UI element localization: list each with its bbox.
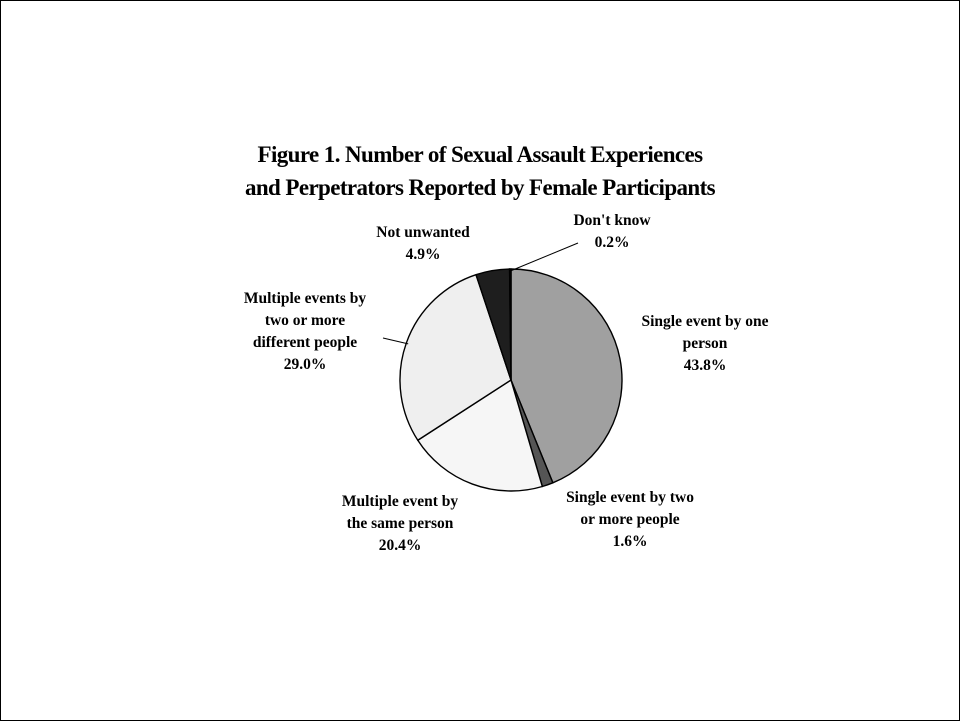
slice-label-text: the same person	[346, 515, 454, 532]
slice-label-text: Multiple events by	[243, 290, 367, 307]
slice-label-single-one-person: Single event by one person 43.8%	[600, 311, 810, 377]
slice-value-text: 29.0%	[283, 356, 327, 373]
slice-label-text: Single event by one	[641, 313, 769, 330]
slice-label-text: person	[682, 335, 728, 352]
slice-label-text: or more people	[580, 511, 680, 528]
slice-label-text: Don't know	[573, 212, 651, 229]
slice-value-text: 1.6%	[612, 533, 648, 550]
pie-slices	[399, 268, 623, 492]
slice-label-single-two-more: Single event by two or more people 1.6%	[525, 487, 735, 553]
slice-label-text: Single event by two	[566, 489, 694, 506]
slice-value-text: 43.8%	[683, 357, 727, 374]
chart-title: Figure 1. Number of Sexual Assault Exper…	[180, 138, 780, 204]
slice-label-multiple-different-people: Multiple events by two or more different…	[205, 288, 405, 376]
slice-label-text: Not unwanted	[376, 224, 470, 241]
slice-label-text: Multiple event by	[341, 493, 459, 510]
slice-value-text: 20.4%	[378, 537, 422, 554]
slice-label-not-unwanted: Not unwanted 4.9%	[338, 222, 508, 266]
slice-label-multiple-same-person: Multiple event by the same person 20.4%	[295, 491, 505, 557]
slice-value-text: 0.2%	[594, 234, 630, 251]
pie-slice-3	[417, 379, 544, 492]
leader-line	[382, 337, 409, 345]
leader-line	[510, 242, 579, 272]
slice-label-dont-know: Don't know 0.2%	[542, 210, 682, 254]
slice-value-text: 4.9%	[405, 246, 441, 263]
slice-label-text: two or more	[264, 312, 346, 329]
pie-slice-6	[508, 268, 512, 381]
chart-title-line-1: Figure 1. Number of Sexual Assault Exper…	[257, 142, 704, 167]
leader-lines	[382, 242, 579, 345]
chart-title-line-2: and Perpetrators Reported by Female Part…	[244, 175, 716, 200]
pie-slice-1	[510, 268, 623, 484]
slice-label-text: different people	[252, 334, 358, 351]
